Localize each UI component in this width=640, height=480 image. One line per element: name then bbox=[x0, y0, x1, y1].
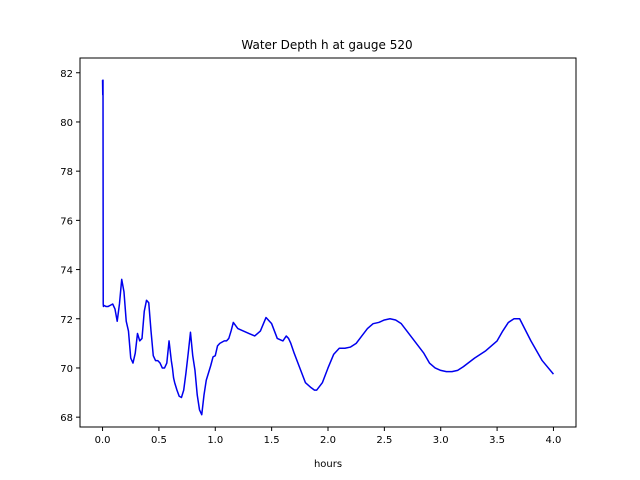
y-tick-label: 78 bbox=[60, 167, 73, 178]
y-tick-label: 82 bbox=[60, 69, 73, 80]
y-tick-label: 76 bbox=[60, 216, 73, 227]
series-line-0 bbox=[101, 79, 555, 416]
y-axis-ticks: 68 70 72 74 76 78 80 82 bbox=[60, 69, 80, 424]
x-tick-label: 0.5 bbox=[151, 435, 167, 446]
x-tick-label: 3.5 bbox=[489, 435, 505, 446]
y-tick-label: 68 bbox=[60, 413, 73, 424]
x-tick-label: 2.0 bbox=[320, 435, 336, 446]
chart-title: Water Depth h at gauge 520 bbox=[241, 38, 412, 52]
x-tick-label: 1.5 bbox=[264, 435, 280, 446]
x-axis-ticks: 0.0 0.5 1.0 1.5 2.0 2.5 3.0 3.5 4.0 bbox=[95, 427, 562, 446]
series-group bbox=[101, 79, 555, 416]
x-axis-label: hours bbox=[314, 459, 342, 470]
plot-frame bbox=[79, 57, 577, 428]
x-tick-label: 4.0 bbox=[546, 435, 562, 446]
y-tick-label: 70 bbox=[60, 364, 73, 375]
x-tick-label: 0.0 bbox=[95, 435, 111, 446]
y-tick-label: 74 bbox=[60, 266, 73, 277]
y-tick-label: 80 bbox=[60, 118, 73, 129]
x-tick-label: 3.0 bbox=[433, 435, 449, 446]
y-tick-label: 72 bbox=[60, 315, 73, 326]
x-tick-label: 2.5 bbox=[376, 435, 392, 446]
x-tick-label: 1.0 bbox=[207, 435, 223, 446]
